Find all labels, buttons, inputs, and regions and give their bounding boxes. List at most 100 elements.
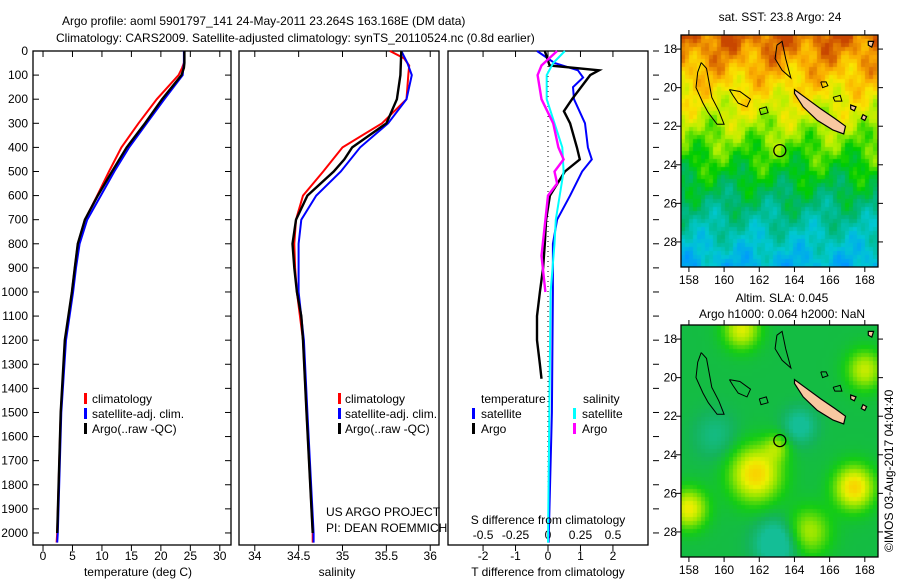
x-tick-label: 5 xyxy=(69,549,76,563)
x-tick-label: 25 xyxy=(184,549,198,563)
lon-tick-label: 158 xyxy=(679,273,699,287)
land-new-caledonia xyxy=(850,104,857,112)
land-new-caledonia xyxy=(860,113,868,122)
salinity-panel: 34 34.5 35 35.5 36 xyxy=(238,50,440,563)
lon-tick-label: 158 xyxy=(679,563,699,577)
x-tick-label: 34 xyxy=(248,549,262,563)
lon-tick-label: 166 xyxy=(820,273,840,287)
land-new-caledonia xyxy=(867,330,875,338)
lat-tick-label: 20 xyxy=(664,371,678,385)
lat-tick-label: 24 xyxy=(664,448,678,462)
s-tick-label: 0.5 xyxy=(605,528,622,542)
s-tick-label: -0.25 xyxy=(502,528,530,542)
map-frame xyxy=(680,34,879,268)
legend-swatch-satellite xyxy=(338,408,341,419)
series-line-climatology xyxy=(55,50,186,543)
x-tick-label: 0 xyxy=(40,549,47,563)
lon-tick-label: 166 xyxy=(820,563,840,577)
lon-tick-label: 162 xyxy=(749,273,769,287)
y-tick-label: 1800 xyxy=(1,478,28,492)
x-tick-label: 35.5 xyxy=(375,549,399,563)
legend-swatch-t-satellite xyxy=(472,408,475,419)
lat-tick-label: 24 xyxy=(664,158,678,172)
coastline-contour xyxy=(728,379,752,398)
y-tick-label: 1400 xyxy=(1,381,28,395)
lon-tick-label: 160 xyxy=(714,273,734,287)
sst-map-title: sat. SST: 23.8 Argo: 24 xyxy=(719,10,842,24)
x-tick-label: 34.5 xyxy=(287,549,311,563)
coastline-contour xyxy=(820,81,829,89)
legend-argo: Argo(..raw -QC) xyxy=(92,422,177,436)
title-line-2: Climatology: CARS2009. Satellite-adjuste… xyxy=(56,31,535,45)
project-credit: US ARGO PROJECT xyxy=(326,505,441,519)
legend-swatch-s-argo xyxy=(573,423,576,434)
title-line-1: Argo profile: aoml 5901797_141 24-May-20… xyxy=(62,14,465,28)
y-tick-label: 700 xyxy=(8,213,28,227)
legend-swatch-argo xyxy=(84,423,87,434)
temperature-xlabel: temperature (deg C) xyxy=(84,565,192,579)
sst-map-panel: 158 160 162 164 166 168 18 20 22 24 26 28 xyxy=(664,30,883,287)
sla-map-title: Altim. SLA: 0.045 xyxy=(736,291,829,305)
legend-s-argo: Argo xyxy=(582,422,608,436)
lat-tick-label: 22 xyxy=(664,409,678,423)
legend-swatch-t-argo xyxy=(472,423,475,434)
sst-map-image xyxy=(681,35,878,267)
lon-tick-label: 164 xyxy=(784,273,804,287)
x-tick-label: 30 xyxy=(213,549,227,563)
x-tick-label: 36 xyxy=(424,549,438,563)
y-tick-label: 400 xyxy=(8,140,28,154)
legend-t-satellite: satellite xyxy=(481,407,522,421)
plot-frame xyxy=(32,50,232,546)
land-new-caledonia xyxy=(793,378,847,425)
x-tick-label: 0 xyxy=(545,549,552,563)
sla-map-panel: 158 160 162 164 166 168 18 20 22 24 26 28 xyxy=(664,320,883,577)
sla-map-subtitle: Argo h1000: 0.064 h2000: NaN xyxy=(699,307,865,321)
x-tick-label: 1 xyxy=(577,549,584,563)
series-line-satellite-adj-clim- xyxy=(297,50,413,543)
coastline-contour xyxy=(695,352,725,415)
land-new-caledonia xyxy=(860,403,868,412)
s-tick-label: -0.5 xyxy=(473,528,494,542)
lon-tick-label: 164 xyxy=(784,563,804,577)
coastline-contour xyxy=(728,89,752,108)
y-tick-label: 1200 xyxy=(1,333,28,347)
y-tick-label: 1600 xyxy=(1,430,28,444)
y-tick-label: 600 xyxy=(8,189,28,203)
copyright-stamp: ©IMOS 03-Aug-2017 04:04:40 xyxy=(882,389,896,552)
x-tick-label: 20 xyxy=(154,549,168,563)
series-line-salinity-satellite xyxy=(545,50,566,543)
map-frame xyxy=(680,324,879,558)
land-new-caledonia xyxy=(867,40,875,48)
legend-satellite: satellite-adj. clim. xyxy=(92,407,184,421)
temperature-panel: 0 5 10 15 20 25 300100200300400500600700800900… xyxy=(1,44,232,563)
coastline-contour xyxy=(832,94,843,102)
coastline-contour xyxy=(695,62,725,125)
x-tick-label: 2 xyxy=(610,549,617,563)
series-line-temperature-satellite xyxy=(536,50,593,543)
y-tick-label: 800 xyxy=(8,237,28,251)
lat-tick-label: 28 xyxy=(664,525,678,539)
legend-s-satellite: satellite xyxy=(582,407,623,421)
lon-tick-label: 160 xyxy=(714,563,734,577)
argo-position-marker xyxy=(773,143,787,158)
lon-tick-label: 168 xyxy=(855,563,875,577)
y-tick-label: 0 xyxy=(21,44,28,58)
lon-tick-label: 162 xyxy=(749,563,769,577)
legend-climatology: climatology xyxy=(345,392,405,406)
legend-swatch-climatology xyxy=(84,393,87,404)
legend-climatology: climatology xyxy=(92,392,152,406)
coastline-contour xyxy=(820,371,829,379)
pi-credit: PI: DEAN ROEMMICH xyxy=(326,521,447,535)
coastline-contour xyxy=(832,384,843,392)
legend-salinity-header: salinity xyxy=(583,392,620,406)
y-tick-label: 1900 xyxy=(1,502,28,516)
coastline-contour xyxy=(758,396,769,406)
argo-position-marker xyxy=(773,433,787,448)
legend-temperature-header: temperature xyxy=(481,392,546,406)
y-tick-label: 500 xyxy=(8,164,28,178)
y-tick-label: 1000 xyxy=(1,285,28,299)
salinity-xlabel: salinity xyxy=(319,565,356,579)
lon-tick-label: 168 xyxy=(855,273,875,287)
lat-tick-label: 28 xyxy=(664,235,678,249)
